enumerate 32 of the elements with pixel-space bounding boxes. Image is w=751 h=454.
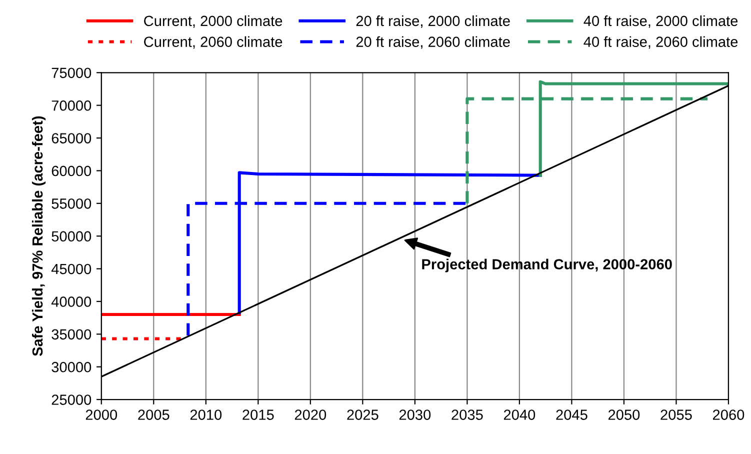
x-tick-label: 2050: [608, 410, 640, 420]
legend-label: 20 ft raise, 2000 climate: [356, 15, 510, 28]
y-tick-label: 25000: [52, 394, 92, 405]
x-tick-label: 2000: [86, 410, 118, 420]
x-tick-label: 2040: [504, 410, 536, 420]
legend-label: 20 ft raise, 2060 climate: [356, 36, 510, 49]
y-tick-label: 75000: [52, 68, 92, 78]
x-tick-label: 2045: [556, 410, 588, 420]
y-tick-label: 60000: [52, 166, 92, 176]
x-tick-label: 2060: [712, 410, 744, 420]
x-tick-label: 2010: [190, 410, 222, 420]
x-tick-label: 2020: [294, 410, 326, 420]
legend-label: Current, 2060 climate: [144, 36, 282, 49]
annotation: Projected Demand Curve, 2000-2060: [422, 258, 672, 272]
legend-label: Current, 2000 climate: [144, 15, 282, 28]
x-tick-label: 2035: [452, 410, 483, 420]
y-tick-label: 70000: [52, 100, 92, 111]
y-tick-label: 65000: [52, 133, 92, 144]
x-tick-label: 2055: [660, 410, 692, 420]
x-tick-label: 2030: [399, 410, 431, 420]
y-axis-title: Safe Yield, 97% Reliable (acre-feet): [32, 116, 46, 356]
y-tick-label: 55000: [52, 198, 92, 209]
x-tick-label: 2015: [242, 410, 274, 420]
y-tick-label: 30000: [52, 362, 92, 372]
x-tick-label: 2005: [138, 410, 170, 420]
legend-label: 40 ft raise, 2000 climate: [584, 15, 738, 28]
y-tick-label: 50000: [52, 231, 92, 242]
legend-label: 40 ft raise, 2060 climate: [584, 36, 738, 49]
x-tick-label: 2025: [347, 410, 378, 420]
y-tick-label: 35000: [52, 329, 92, 340]
y-tick-label: 40000: [51, 296, 92, 307]
y-tick-label: 45000: [51, 264, 92, 274]
